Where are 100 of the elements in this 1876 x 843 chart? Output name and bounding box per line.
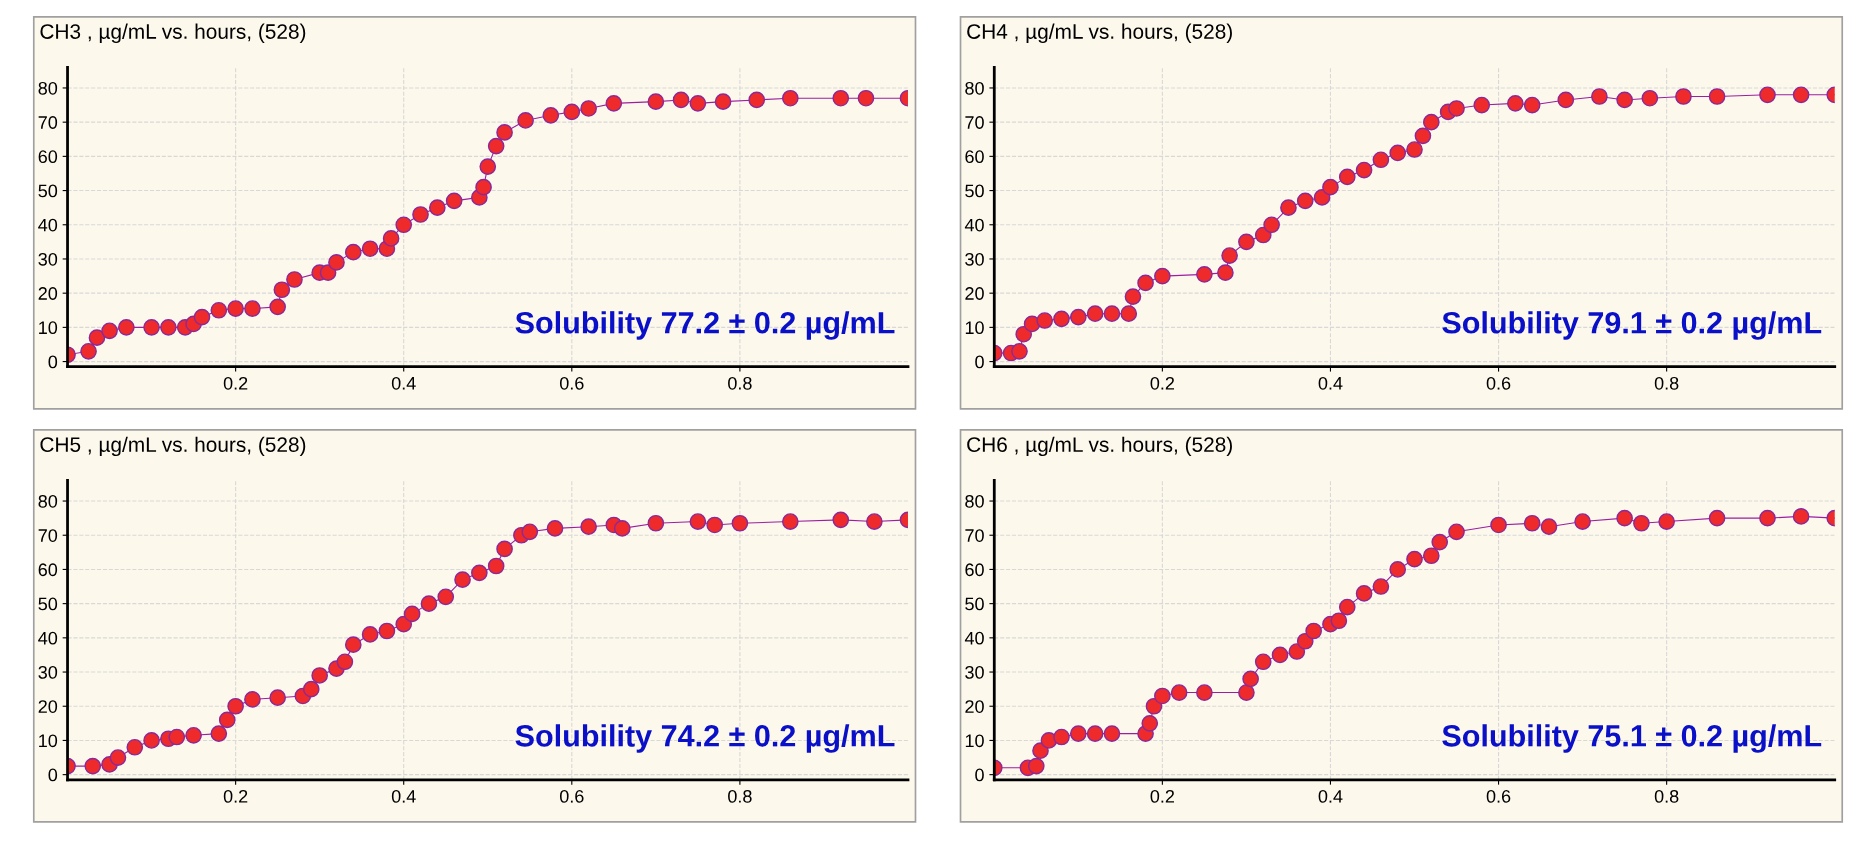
point — [1540, 518, 1558, 536]
point — [781, 89, 799, 107]
y-tick-label: 0 — [48, 768, 58, 782]
point — [269, 298, 286, 316]
point — [1431, 533, 1449, 551]
point — [160, 319, 177, 336]
x-tick-label: 0.2 — [223, 376, 248, 390]
point — [1069, 308, 1087, 326]
y-tick-label: 80 — [38, 494, 58, 508]
point — [420, 595, 438, 612]
point — [1389, 561, 1407, 578]
point — [546, 520, 564, 537]
x-tick-label: 0.6 — [559, 789, 584, 803]
point — [361, 240, 379, 258]
point — [218, 711, 236, 729]
point — [832, 511, 850, 529]
point — [1338, 168, 1356, 186]
point — [1473, 96, 1491, 114]
point — [1238, 684, 1255, 701]
point — [1069, 725, 1087, 742]
point — [1616, 509, 1633, 527]
x-tick-label: 0.4 — [1318, 789, 1343, 803]
point — [1641, 89, 1659, 107]
point — [714, 93, 732, 110]
y-tick-label: 0 — [48, 355, 58, 369]
point — [1490, 516, 1507, 534]
point — [1196, 266, 1213, 283]
point — [1523, 96, 1541, 114]
point — [1372, 151, 1390, 169]
x-tick-label: 0.6 — [559, 376, 584, 390]
point — [1280, 199, 1297, 217]
point — [1507, 95, 1524, 112]
y-tick-label: 80 — [965, 81, 984, 95]
x-tick-label: 0.2 — [1150, 376, 1175, 390]
y-tick-label: 50 — [38, 597, 58, 611]
chart-title: CH3 , µg/mL vs. hours, (528) — [40, 23, 306, 44]
point — [437, 588, 455, 606]
y-tick-label: 10 — [965, 734, 984, 748]
point — [517, 112, 534, 129]
point — [1271, 646, 1289, 664]
point — [244, 691, 261, 708]
point — [1355, 585, 1373, 602]
point — [210, 301, 228, 319]
point — [1792, 86, 1810, 104]
point — [1708, 509, 1726, 527]
point — [1086, 305, 1104, 323]
point — [672, 91, 690, 109]
chart-title: CH4 , µg/mL vs. hours, (528) — [967, 23, 1232, 44]
point — [1406, 141, 1423, 158]
point — [689, 513, 707, 530]
y-tick-label: 20 — [38, 700, 58, 713]
point — [1124, 288, 1142, 305]
point — [1011, 342, 1028, 360]
point — [344, 636, 362, 654]
y-tick-label: 10 — [965, 321, 984, 335]
point — [647, 93, 665, 110]
point — [731, 514, 749, 532]
point — [1322, 178, 1339, 196]
x-tick-label: 0.6 — [1486, 789, 1511, 803]
point — [1217, 264, 1234, 281]
point — [542, 106, 560, 124]
point — [378, 622, 396, 640]
point — [1242, 670, 1259, 688]
point — [403, 605, 421, 623]
point — [1036, 312, 1054, 329]
x-tick-label: 0.2 — [223, 789, 248, 803]
point — [479, 158, 497, 175]
x-tick-label: 0.8 — [728, 789, 752, 803]
point — [496, 124, 513, 141]
point — [143, 732, 160, 749]
point — [1137, 274, 1154, 292]
y-tick-label: 0 — [975, 768, 984, 782]
x-tick-label: 0.4 — [1318, 376, 1343, 390]
point — [382, 230, 400, 247]
point — [361, 626, 379, 643]
point — [109, 749, 127, 766]
point — [1422, 113, 1440, 131]
y-tick-label: 60 — [965, 150, 984, 164]
point — [336, 653, 354, 671]
point — [1263, 216, 1280, 234]
y-tick-label: 20 — [965, 700, 984, 713]
y-tick-label: 50 — [965, 184, 984, 198]
y-tick-label: 10 — [39, 734, 58, 748]
x-tick-label: 0.8 — [1654, 789, 1679, 803]
point — [84, 757, 102, 775]
point — [1557, 91, 1575, 109]
x-tick-label: 0.4 — [391, 376, 416, 390]
y-tick-label: 30 — [965, 665, 984, 679]
y-tick-label: 40 — [38, 631, 58, 645]
point — [395, 216, 413, 234]
point — [563, 103, 581, 121]
point — [412, 206, 429, 223]
point — [748, 91, 766, 109]
point — [1053, 310, 1070, 328]
point — [521, 523, 539, 541]
point — [185, 726, 202, 744]
chart-title: CH6 , µg/mL vs. hours, (528) — [967, 436, 1232, 457]
y-tick-label: 60 — [38, 563, 58, 577]
point — [857, 89, 875, 107]
point — [1170, 684, 1188, 701]
